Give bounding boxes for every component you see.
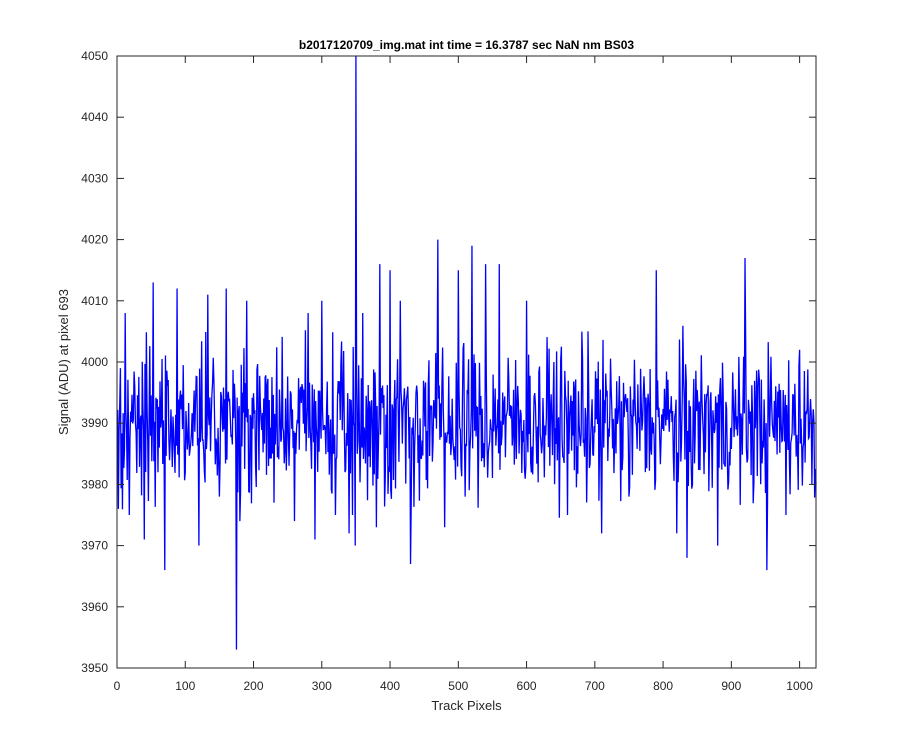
x-tick-label: 500 <box>448 679 468 693</box>
plot-frame <box>116 55 817 669</box>
x-tick-label: 300 <box>312 679 332 693</box>
x-axis-label: Track Pixels <box>431 698 502 713</box>
y-tick-label: 4040 <box>81 110 108 124</box>
x-tick-label: 1000 <box>786 679 813 693</box>
x-axis: 0 100 200 300 400 500 600 700 800 900 1000 <box>114 56 813 693</box>
series-line <box>117 55 817 650</box>
y-tick-label: 4020 <box>81 233 108 247</box>
y-tick-label: 4000 <box>81 355 108 369</box>
y-axis-label: Signal (ADU) at pixel 693 <box>56 289 71 435</box>
series-layer <box>117 55 817 650</box>
x-tick-label: 800 <box>653 679 673 693</box>
y-tick-label: 4030 <box>81 171 108 185</box>
y-tick-label: 4010 <box>81 294 108 308</box>
x-tick-label: 200 <box>244 679 264 693</box>
chart-title: b2017120709_img.mat int time = 16.3787 s… <box>299 38 635 52</box>
plot-area <box>117 56 816 668</box>
x-tick-label: 400 <box>380 679 400 693</box>
x-tick-label: 0 <box>114 679 121 693</box>
y-tick-label: 4050 <box>81 49 108 63</box>
x-tick-label: 700 <box>585 679 605 693</box>
y-tick-label: 3970 <box>81 539 108 553</box>
x-tick-label: 900 <box>721 679 741 693</box>
x-tick-label: 100 <box>175 679 195 693</box>
y-tick-label: 3980 <box>81 477 108 491</box>
y-tick-label: 3960 <box>81 600 108 614</box>
y-axis: 3950 3960 3970 3980 3990 4000 4010 4020 4030 4040… <box>81 49 816 675</box>
y-tick-label: 3990 <box>81 416 108 430</box>
y-tick-label: 3950 <box>81 661 108 675</box>
x-tick-label: 600 <box>517 679 537 693</box>
